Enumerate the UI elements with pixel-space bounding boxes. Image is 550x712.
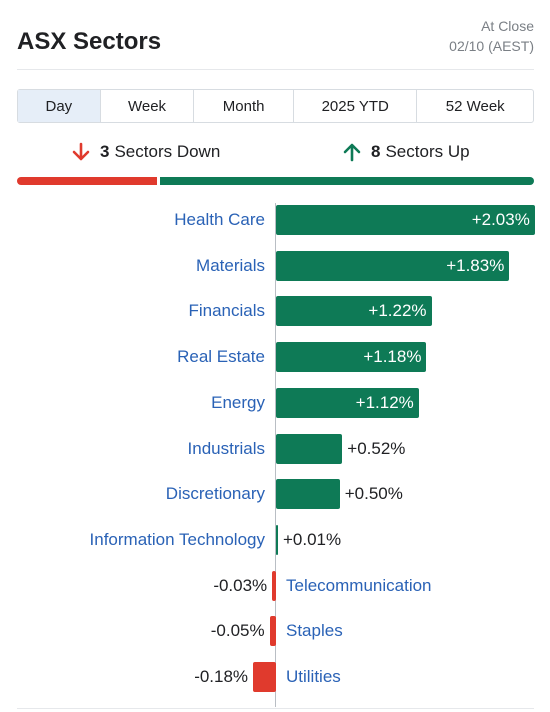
sector-value-information-technology: +0.01% <box>283 530 342 549</box>
tab-2025-ytd[interactable]: 2025 YTD <box>294 90 418 122</box>
sectors-down-summary: 3 Sectors Down <box>72 142 220 162</box>
sector-name-health-care[interactable]: Health Care <box>174 210 265 229</box>
tab-day[interactable]: Day <box>18 90 101 122</box>
sector-row-financials: Financials +1.22% <box>0 295 550 327</box>
sector-value-real-estate: +1.18% <box>363 347 422 366</box>
ratio-up-segment <box>160 177 534 185</box>
sector-bar-utilities <box>253 662 276 692</box>
sector-value-staples: -0.05% <box>210 621 265 640</box>
sector-row-discretionary: Discretionary +0.50% <box>0 478 550 510</box>
sector-value-materials: +1.83% <box>446 256 505 275</box>
sector-value-discretionary: +0.50% <box>344 484 403 503</box>
sectors-up-count: 8 <box>371 142 381 161</box>
tab-month[interactable]: Month <box>194 90 294 122</box>
sector-bar-health-care <box>276 205 535 235</box>
period-tabs: Day Week Month 2025 YTD 52 Week <box>17 89 534 123</box>
sector-name-materials[interactable]: Materials <box>196 256 265 275</box>
sector-value-health-care: +2.03% <box>471 210 530 229</box>
sector-ratio-bar <box>17 177 534 185</box>
sector-name-telecommunication[interactable]: Telecommunication <box>286 576 432 595</box>
sector-row-real-estate: Real Estate +1.18% <box>0 341 550 373</box>
sector-bar-industrials <box>276 434 343 464</box>
sector-bar-financials <box>276 296 432 326</box>
market-status: At Close 02/10 (AEST) <box>449 16 534 56</box>
sector-name-utilities[interactable]: Utilities <box>286 667 341 686</box>
sectors-down-label: Sectors Down <box>114 142 221 161</box>
sector-value-utilities: -0.18% <box>194 667 249 686</box>
sector-row-energy: Energy +1.12% <box>0 387 550 419</box>
status-text: At Close <box>481 18 534 34</box>
sector-value-telecommunication: -0.03% <box>213 576 268 595</box>
arrow-down-icon <box>72 142 90 161</box>
sector-name-energy[interactable]: Energy <box>211 393 265 412</box>
arrow-up-icon <box>343 143 361 162</box>
sector-bar-real-estate <box>276 342 427 372</box>
sector-name-information-technology[interactable]: Information Technology <box>89 530 265 549</box>
zero-axis <box>275 203 276 707</box>
sector-row-industrials: Industrials +0.52% <box>0 433 550 465</box>
sector-bar-materials <box>276 251 510 281</box>
status-timestamp: 02/10 (AEST) <box>449 38 534 54</box>
sectors-up-label: Sectors Up <box>385 142 470 161</box>
widget-title: ASX Sectors <box>17 28 162 55</box>
sectors-up-summary: 8 Sectors Up <box>343 142 470 162</box>
sector-bar-staples <box>269 616 276 646</box>
sector-name-industrials[interactable]: Industrials <box>187 439 265 458</box>
sector-name-financials[interactable]: Financials <box>188 301 265 320</box>
sectors-down-count: 3 <box>100 142 110 161</box>
divider <box>17 69 534 70</box>
sector-name-staples[interactable]: Staples <box>286 621 343 640</box>
sector-row-telecommunication: Telecommunication -0.03% <box>0 570 550 602</box>
sector-row-utilities: Utilities -0.18% <box>0 661 550 693</box>
sector-name-real-estate[interactable]: Real Estate <box>177 347 265 366</box>
sector-value-energy: +1.12% <box>355 393 414 412</box>
sector-value-industrials: +0.52% <box>347 439 406 458</box>
tab-week[interactable]: Week <box>101 90 195 122</box>
sector-row-health-care: Health Care +2.03% <box>0 204 550 236</box>
sector-row-information-technology: Information Technology +0.01% <box>0 524 550 556</box>
sector-bar-information-technology <box>276 525 278 555</box>
sector-name-discretionary[interactable]: Discretionary <box>165 484 265 503</box>
sector-bar-energy <box>276 388 419 418</box>
ratio-down-segment <box>17 177 157 185</box>
sector-value-financials: +1.22% <box>368 301 427 320</box>
divider <box>17 708 534 709</box>
tab-52-week[interactable]: 52 Week <box>445 97 505 115</box>
sector-row-materials: Materials +1.83% <box>0 250 550 282</box>
sector-row-staples: Staples -0.05% <box>0 615 550 647</box>
sector-bar-discretionary <box>276 479 340 509</box>
sector-bar-telecommunication <box>272 571 276 601</box>
